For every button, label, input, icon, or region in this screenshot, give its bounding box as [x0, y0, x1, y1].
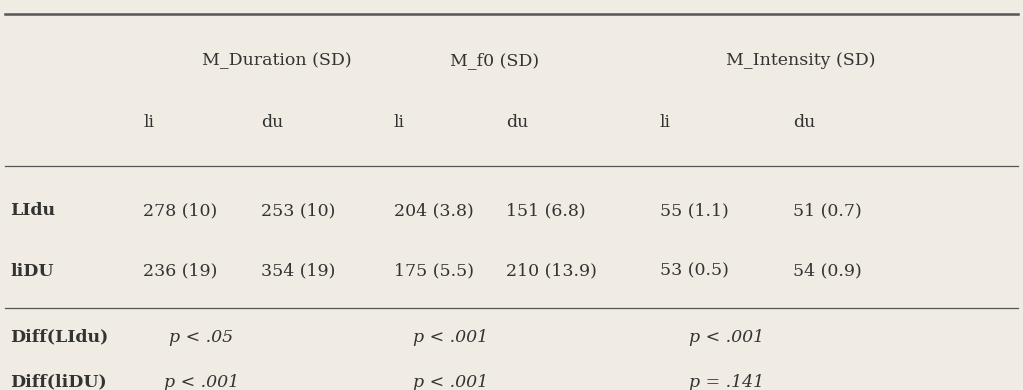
Text: du: du — [506, 114, 529, 131]
Text: M_Duration (SD): M_Duration (SD) — [202, 52, 351, 69]
Text: LIdu: LIdu — [10, 202, 55, 219]
Text: Diff(LIdu): Diff(LIdu) — [10, 329, 108, 346]
Text: 151 (6.8): 151 (6.8) — [506, 202, 586, 219]
Text: p < .05: p < .05 — [170, 329, 233, 346]
Text: 210 (13.9): 210 (13.9) — [506, 262, 597, 280]
Text: 53 (0.5): 53 (0.5) — [660, 262, 728, 280]
Text: 236 (19): 236 (19) — [143, 262, 218, 280]
Text: M_Intensity (SD): M_Intensity (SD) — [726, 52, 876, 69]
Text: p < .001: p < .001 — [164, 374, 239, 390]
Text: liDU: liDU — [10, 262, 54, 280]
Text: Diff(liDU): Diff(liDU) — [10, 374, 106, 390]
Text: 55 (1.1): 55 (1.1) — [660, 202, 728, 219]
Text: p = .141: p = .141 — [688, 374, 764, 390]
Text: 354 (19): 354 (19) — [261, 262, 336, 280]
Text: 54 (0.9): 54 (0.9) — [793, 262, 861, 280]
Text: 51 (0.7): 51 (0.7) — [793, 202, 861, 219]
Text: p < .001: p < .001 — [412, 329, 488, 346]
Text: M_f0 (SD): M_f0 (SD) — [450, 52, 539, 69]
Text: li: li — [143, 114, 154, 131]
Text: li: li — [394, 114, 405, 131]
Text: 253 (10): 253 (10) — [261, 202, 336, 219]
Text: p < .001: p < .001 — [688, 329, 764, 346]
Text: 278 (10): 278 (10) — [143, 202, 218, 219]
Text: 204 (3.8): 204 (3.8) — [394, 202, 474, 219]
Text: 175 (5.5): 175 (5.5) — [394, 262, 474, 280]
Text: du: du — [261, 114, 283, 131]
Text: li: li — [660, 114, 671, 131]
Text: p < .001: p < .001 — [412, 374, 488, 390]
Text: du: du — [793, 114, 815, 131]
